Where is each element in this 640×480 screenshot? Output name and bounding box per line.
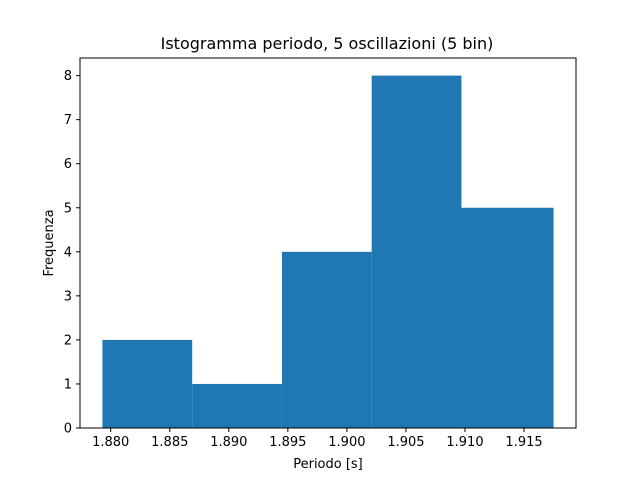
y-tick-label: 8 bbox=[64, 69, 72, 84]
histogram-bar bbox=[102, 339, 193, 428]
chart-title: Istogramma periodo, 5 oscillazioni (5 bi… bbox=[161, 34, 494, 53]
y-tick-label: 6 bbox=[64, 157, 72, 172]
histogram-bar bbox=[371, 75, 462, 428]
x-tick-label: 1.900 bbox=[328, 435, 365, 450]
x-tick-label: 1.905 bbox=[387, 435, 424, 450]
y-tick-label: 3 bbox=[64, 289, 72, 304]
y-tick-label: 5 bbox=[64, 201, 72, 216]
histogram-bar bbox=[192, 383, 282, 428]
x-tick-label: 1.880 bbox=[92, 435, 129, 450]
y-tick-label: 2 bbox=[64, 333, 72, 348]
y-tick-label: 1 bbox=[64, 377, 72, 392]
x-tick-label: 1.890 bbox=[210, 435, 247, 450]
x-tick-label: 1.885 bbox=[151, 435, 188, 450]
x-tick-label: 1.910 bbox=[446, 435, 483, 450]
x-tick-label: 1.915 bbox=[505, 435, 542, 450]
bars-group bbox=[102, 75, 554, 428]
y-axis-ticks: 0 1 2 3 4 5 6 7 8 bbox=[64, 69, 80, 437]
y-tick-label: 7 bbox=[64, 113, 72, 128]
y-tick-label: 0 bbox=[64, 422, 72, 437]
x-axis-label: Periodo [s] bbox=[293, 457, 363, 472]
y-axis-label: Frequenza bbox=[42, 209, 57, 276]
x-tick-label: 1.895 bbox=[269, 435, 306, 450]
histogram-bar bbox=[461, 207, 554, 428]
y-tick-label: 4 bbox=[64, 245, 72, 260]
plot-frame bbox=[79, 57, 577, 429]
histogram-bar bbox=[281, 251, 372, 428]
x-axis-ticks: 1.880 1.885 1.890 1.895 1.900 1.905 1.910 1.915 bbox=[92, 428, 543, 450]
